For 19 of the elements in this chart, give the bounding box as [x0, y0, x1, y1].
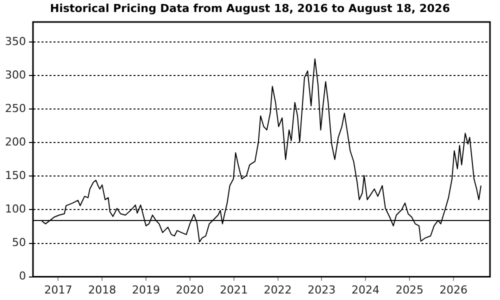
y-tick-label: 0 — [18, 270, 26, 283]
y-tick-label: 200 — [4, 136, 26, 149]
x-tick-label: 2022 — [264, 283, 292, 296]
y-tick-label: 350 — [4, 34, 26, 48]
y-tick-label: 150 — [4, 169, 26, 182]
y-tick-label: 300 — [4, 68, 26, 82]
x-tick-label: 2017 — [44, 283, 72, 296]
y-tick-label: 100 — [4, 202, 26, 216]
x-tick-label: 2026 — [439, 283, 468, 296]
y-tick-label: 250 — [4, 102, 26, 116]
y-tick-label: 50 — [12, 236, 26, 250]
x-tick-label: 2023 — [308, 283, 336, 296]
chart-title: Historical Pricing Data from August 18, 2016 to August 18, 2026 — [49, 2, 451, 15]
x-tick-label: 2019 — [132, 283, 160, 296]
x-tick-label: 2018 — [88, 283, 116, 296]
x-tick-label: 2024 — [352, 283, 380, 296]
x-tick-label: 2021 — [220, 283, 248, 296]
x-tick-label: 2025 — [396, 283, 424, 296]
x-tick-label: 2020 — [176, 283, 204, 296]
